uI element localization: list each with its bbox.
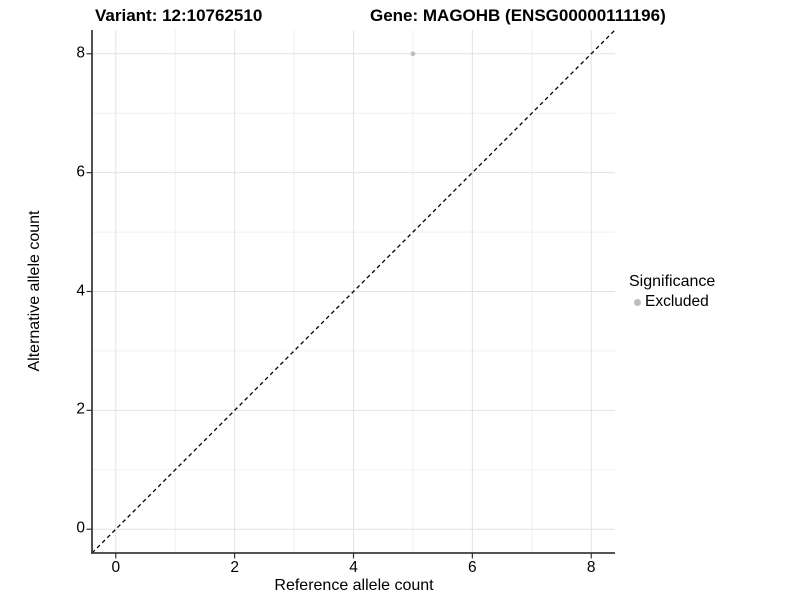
legend-entry: Excluded [629,293,715,311]
legend-key-dot [634,298,641,306]
y-tick-label: 4 [76,282,85,300]
y-tick-label: 8 [76,44,85,62]
legend-title: Significance [629,273,716,290]
x-tick-label: 0 [111,559,121,576]
x-axis-title: Reference allele count [274,577,434,594]
y-tick-label: 2 [76,400,85,418]
y-tick-label: 0 [76,519,85,537]
identity-dashed-line [91,29,616,554]
plot-title-gene: Gene: MAGOHB (ENSG00000111196) [370,6,666,25]
data-point-excluded [410,51,416,57]
legend: Significance Excluded [629,273,715,311]
x-tick-label: 2 [230,559,239,576]
x-tick-label: 4 [349,559,358,576]
plot-title-variant: Variant: 12:10762510 [95,6,263,25]
legend-entry-label: Excluded [645,293,709,310]
y-tick-label: 6 [76,163,85,181]
y-axis-title: Alternative allele count [26,210,43,372]
x-tick-label: 6 [468,559,477,576]
x-tick-label: 8 [586,559,596,576]
